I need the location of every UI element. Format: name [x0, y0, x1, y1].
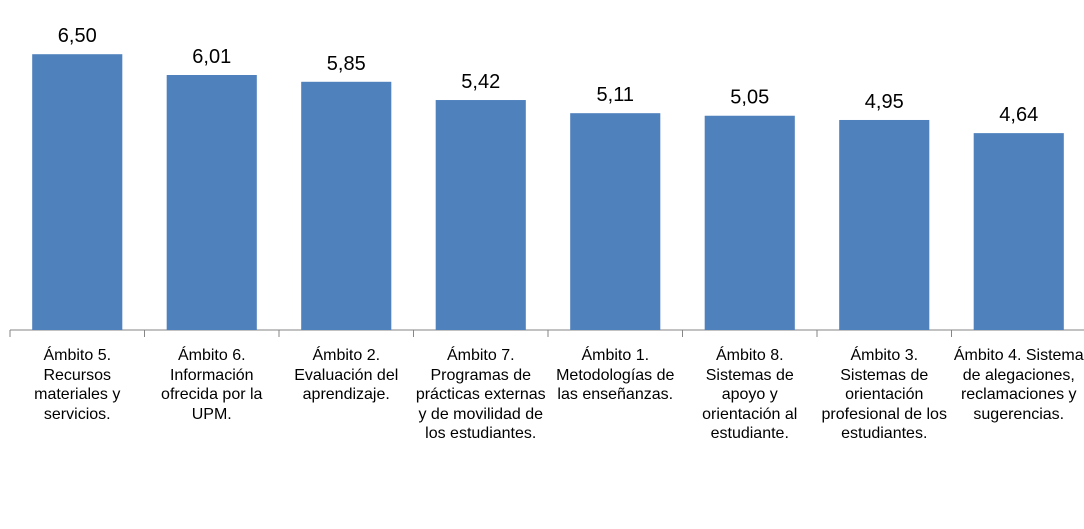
bar: [32, 54, 123, 330]
value-label: 4,64: [999, 104, 1038, 126]
bar: [839, 119, 930, 330]
value-label: 6,01: [192, 46, 231, 68]
bar: [973, 133, 1064, 330]
value-label: 5,11: [597, 84, 634, 106]
x-tick-label: Ámbito 6. Información ofrecida por la UP…: [161, 347, 263, 423]
value-label: 5,05: [730, 87, 769, 109]
value-label: 6,50: [58, 25, 97, 47]
bar: [570, 113, 661, 330]
x-tick-label: Ámbito 4. Sistema de alegaciones, reclam…: [953, 347, 1084, 423]
x-tick-label: Ámbito 2. Evaluación del aprendizaje.: [294, 347, 399, 403]
value-label: 5,42: [461, 71, 500, 93]
value-label: 5,85: [327, 53, 366, 75]
x-tick-label: Ámbito 3. Sistemas de orientación profes…: [821, 347, 947, 442]
x-tick-label: Ámbito 1. Metodologías de las enseñanzas…: [556, 347, 675, 403]
bar: [704, 115, 795, 330]
value-label: 4,95: [865, 91, 904, 113]
bar: [435, 100, 526, 330]
x-tick-label: Ámbito 8. Sistemas de apoyo y orientació…: [702, 347, 798, 442]
x-tick-label: Ámbito 7. Programas de prácticas externa…: [415, 347, 546, 442]
bar: [301, 81, 392, 331]
x-tick-label: Ámbito 5. Recursos materiales y servicio…: [34, 347, 121, 423]
bar: [166, 75, 257, 330]
